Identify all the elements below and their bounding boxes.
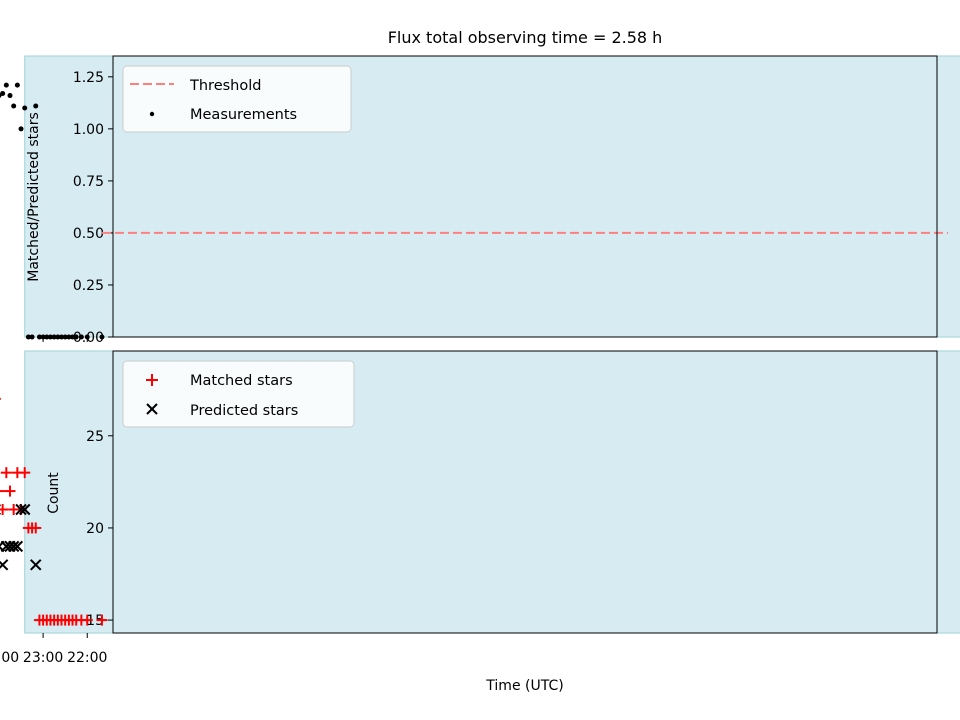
bottom-x-tick-label: 00:00 xyxy=(0,650,19,666)
bottom-legend: Matched stars Predicted stars xyxy=(122,360,355,428)
matched-star-point xyxy=(96,614,108,626)
measurement-point xyxy=(44,334,50,340)
bottom-y-tick-label: 15 xyxy=(86,613,104,629)
top-y-axis: 0.000.250.500.751.001.25 xyxy=(73,70,113,346)
bottom-x-axis-label: Time (UTC) xyxy=(485,678,563,694)
measurement-point xyxy=(73,334,79,340)
measurement-point xyxy=(84,334,90,340)
measurement-point xyxy=(59,334,64,340)
measurement-point xyxy=(0,93,2,98)
matched-star-point xyxy=(0,490,5,493)
bottom-x-tick-label: 22:00 xyxy=(67,650,107,666)
legend-predicted-label: Predicted stars xyxy=(190,403,298,419)
legend-measurements-label: Measurements xyxy=(190,107,297,123)
predicted-star-point xyxy=(4,540,16,553)
top-legend: Threshold Measurements xyxy=(122,65,352,133)
matched-star-point xyxy=(0,504,9,516)
bottom-y-tick-label: 20 xyxy=(86,521,104,537)
measurements-series xyxy=(0,82,105,340)
legend-predicted-swatch xyxy=(146,403,158,415)
matched-star-point xyxy=(22,522,34,534)
predicted-star-point xyxy=(30,559,42,571)
measurement-point xyxy=(62,334,68,340)
bottom-legend-box xyxy=(122,360,355,428)
top-panel: 0.000.250.500.751.001.25 Matched/Predict… xyxy=(0,55,960,346)
bottom-x-tick-label: 23:00 xyxy=(23,650,63,666)
predicted-star-point xyxy=(19,503,31,516)
matched-star-point xyxy=(8,504,20,516)
bottom-axes-frame xyxy=(112,350,938,634)
measurement-point xyxy=(70,334,76,340)
predicted-star-point xyxy=(0,540,5,553)
matched-star-point xyxy=(0,467,12,479)
measurement-point xyxy=(18,126,24,132)
measurement-point xyxy=(0,90,6,96)
measurement-point xyxy=(78,334,84,340)
measurement-point xyxy=(7,93,13,99)
bottom-y-axis: 15 20 25 xyxy=(86,429,113,629)
measurement-point xyxy=(99,334,105,340)
top-y-tick-label: 0.25 xyxy=(73,278,104,294)
measurement-point xyxy=(55,334,61,340)
top-axes-frame xyxy=(112,55,938,338)
measurement-point xyxy=(14,82,20,88)
legend-matched-swatch xyxy=(146,374,158,386)
matched-stars-series xyxy=(0,397,108,626)
predicted-stars-series xyxy=(0,503,42,571)
measurement-point xyxy=(11,103,17,109)
top-y-tick-label: 1.25 xyxy=(73,70,104,86)
measurement-point xyxy=(66,334,72,340)
measurement-point xyxy=(22,105,28,111)
top-legend-box xyxy=(122,65,352,133)
top-y-axis-label: Matched/Predicted stars xyxy=(26,112,42,282)
measurement-point xyxy=(33,103,39,109)
bottom-y-tick-label: 25 xyxy=(86,429,104,445)
chart-title: Flux total observing time = 2.58 h xyxy=(388,28,663,47)
matched-star-point xyxy=(33,614,45,626)
matched-star-point xyxy=(4,485,16,497)
matched-star-point xyxy=(11,467,23,479)
measurement-point xyxy=(25,334,31,340)
predicted-star-point xyxy=(15,503,27,516)
predicted-star-point xyxy=(0,559,9,571)
legend-matched-label: Matched stars xyxy=(190,373,293,389)
top-y-tick-label: 0.50 xyxy=(73,226,104,242)
top-y-tick-label: 1.00 xyxy=(73,122,104,138)
bottom-y-axis-label: Count xyxy=(46,472,62,514)
measurement-point xyxy=(40,334,46,340)
measurement-point xyxy=(29,334,35,340)
legend-threshold-label: Threshold xyxy=(189,78,261,94)
legend-measurements-swatch xyxy=(149,111,155,117)
measurement-point xyxy=(3,82,9,88)
measurement-point xyxy=(47,334,53,340)
top-y-tick-label: 0.75 xyxy=(73,174,104,190)
measurement-point xyxy=(51,334,57,340)
measurement-point xyxy=(36,334,42,340)
